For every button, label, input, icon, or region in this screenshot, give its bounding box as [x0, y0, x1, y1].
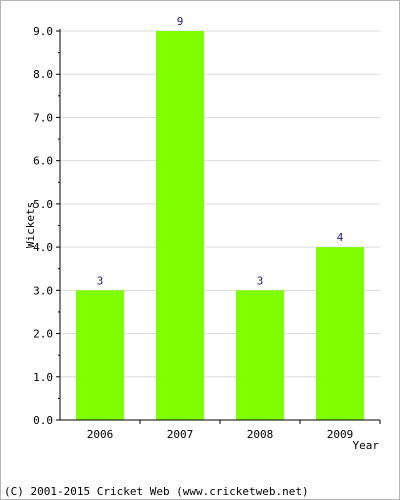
- y-tick-label: 7.0: [33, 111, 53, 124]
- x-axis-ticks: 2006 2007 2008 2009: [87, 420, 381, 441]
- data-label: 3: [97, 274, 104, 287]
- y-tick-label: 2.0: [33, 328, 53, 341]
- y-axis-title: Wickets: [24, 202, 37, 248]
- bar-series: [76, 31, 364, 420]
- data-label: 3: [257, 274, 264, 287]
- bar: [316, 247, 364, 420]
- data-label: 4: [337, 231, 344, 244]
- x-tick-label: 2009: [327, 428, 354, 441]
- y-tick-label: 4.0: [33, 241, 53, 254]
- x-tick-label: 2007: [167, 428, 194, 441]
- copyright-text: (C) 2001-2015 Cricket Web (www.cricketwe…: [4, 485, 309, 498]
- y-tick-label: 8.0: [33, 68, 53, 81]
- x-tick-label: 2006: [87, 428, 114, 441]
- data-label: 9: [177, 15, 184, 28]
- bar: [156, 31, 204, 420]
- y-tick-label: 9.0: [33, 25, 53, 38]
- y-tick-label: 3.0: [33, 284, 53, 297]
- y-axis-ticks: 0.0 1.0 2.0 3.0 4.0 5.0 6.0 7.0 8.0 9.0: [33, 25, 60, 427]
- bar: [236, 290, 284, 420]
- y-tick-label: 5.0: [33, 198, 53, 211]
- data-labels: 3 9 3 4: [97, 15, 344, 287]
- x-tick-label: 2008: [247, 428, 274, 441]
- y-tick-label: 1.0: [33, 371, 53, 384]
- y-tick-label: 0.0: [33, 414, 53, 427]
- bar: [76, 290, 124, 420]
- x-axis-title: Year: [353, 439, 380, 452]
- y-tick-label: 6.0: [33, 155, 53, 168]
